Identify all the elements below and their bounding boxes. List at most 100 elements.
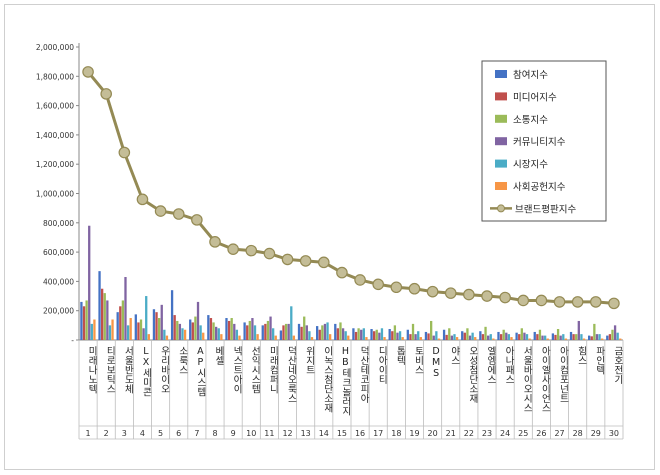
rank-label: 4	[140, 429, 145, 438]
category-label: 힘스	[576, 346, 587, 365]
bar	[430, 320, 433, 340]
brand-index-point	[608, 297, 620, 310]
bar	[305, 325, 308, 340]
bar	[544, 335, 547, 340]
bar	[147, 334, 150, 340]
rank-label: 27	[554, 429, 564, 438]
bar	[505, 332, 508, 340]
bar	[391, 331, 394, 340]
bar	[499, 334, 503, 340]
brand-index-point	[589, 296, 602, 308]
rank-label: 8	[212, 429, 217, 438]
bar	[243, 322, 246, 340]
bar	[435, 331, 438, 340]
bar	[227, 320, 231, 340]
bar	[383, 337, 386, 340]
bar	[341, 328, 345, 340]
brand-index-point	[354, 274, 366, 286]
bar	[246, 325, 249, 340]
brand-index-point	[372, 278, 384, 291]
legend-line-marker	[497, 204, 505, 213]
rank-label: 17	[373, 429, 383, 438]
bar	[601, 338, 604, 340]
brand-index-point	[444, 287, 457, 299]
bar	[466, 328, 469, 340]
bar	[559, 335, 562, 340]
bar	[450, 335, 454, 340]
bar	[577, 320, 580, 340]
y-tick-label: -	[71, 336, 74, 345]
bar	[303, 316, 306, 340]
bar	[510, 337, 513, 340]
bar	[388, 329, 391, 340]
bar	[129, 318, 132, 340]
category-label: 선익시스템	[249, 346, 260, 394]
category-label: 덕산테코피아	[358, 346, 369, 404]
bar	[396, 332, 399, 340]
brand-index-point	[118, 146, 131, 159]
bar	[292, 335, 296, 340]
bar	[253, 325, 257, 340]
bar	[575, 334, 578, 340]
bar	[437, 338, 441, 340]
y-tick-label: 1,600,000	[36, 102, 74, 111]
bar	[393, 325, 397, 340]
bar	[264, 323, 267, 340]
brand-reputation-chart: - 200,000 400,000 600,000 800,000 1,000,000 1,…	[36, 43, 624, 440]
legend-swatch	[495, 137, 507, 146]
legend-label: 미디어지수	[513, 92, 557, 103]
bar	[611, 329, 614, 340]
bar	[365, 337, 368, 340]
brand-index-point	[408, 282, 421, 295]
bar	[334, 323, 337, 340]
bar	[406, 329, 409, 340]
bar	[310, 337, 314, 340]
bar	[474, 337, 477, 340]
legend-label: 시장지수	[513, 160, 548, 171]
rank-label: 9	[231, 429, 236, 438]
brand-index-point	[263, 247, 276, 260]
bar	[170, 290, 174, 340]
rank-label: 22	[464, 429, 474, 438]
bar	[173, 315, 176, 340]
bar	[613, 325, 617, 340]
bar	[209, 318, 213, 340]
bar	[297, 323, 301, 340]
bar	[378, 332, 381, 340]
bar	[582, 338, 586, 340]
bar	[336, 328, 340, 340]
category-label: 오성첨단소재	[467, 346, 478, 404]
bar	[308, 331, 311, 340]
bar	[352, 328, 355, 340]
category-label: 티로보틱스	[104, 346, 115, 394]
bar	[533, 331, 536, 340]
rank-label: 1	[86, 429, 91, 438]
rank-label: 7	[194, 429, 199, 438]
rank-label: 20	[428, 429, 438, 438]
category-label: 아이컴포넌트	[558, 346, 569, 403]
bar	[318, 329, 321, 340]
bar	[580, 334, 583, 340]
bar	[121, 300, 125, 340]
brand-index-point	[281, 253, 294, 266]
bar	[194, 316, 197, 340]
category-label: 토비스	[412, 346, 423, 375]
bar	[551, 333, 555, 340]
brand-index-point	[191, 214, 203, 226]
bar	[487, 335, 490, 340]
bar	[111, 319, 114, 340]
rank-label: 21	[446, 429, 456, 438]
bar	[202, 332, 205, 340]
bar	[401, 337, 404, 340]
bar	[101, 288, 104, 340]
bar	[266, 320, 270, 340]
bar	[329, 334, 332, 340]
bar	[471, 332, 474, 340]
bar	[284, 323, 288, 340]
bar	[373, 331, 376, 340]
bar	[290, 306, 293, 340]
bar	[448, 328, 451, 340]
bar	[538, 329, 542, 340]
legend-label: 사회공헌지수	[513, 182, 566, 193]
brand-index-point	[299, 255, 312, 267]
